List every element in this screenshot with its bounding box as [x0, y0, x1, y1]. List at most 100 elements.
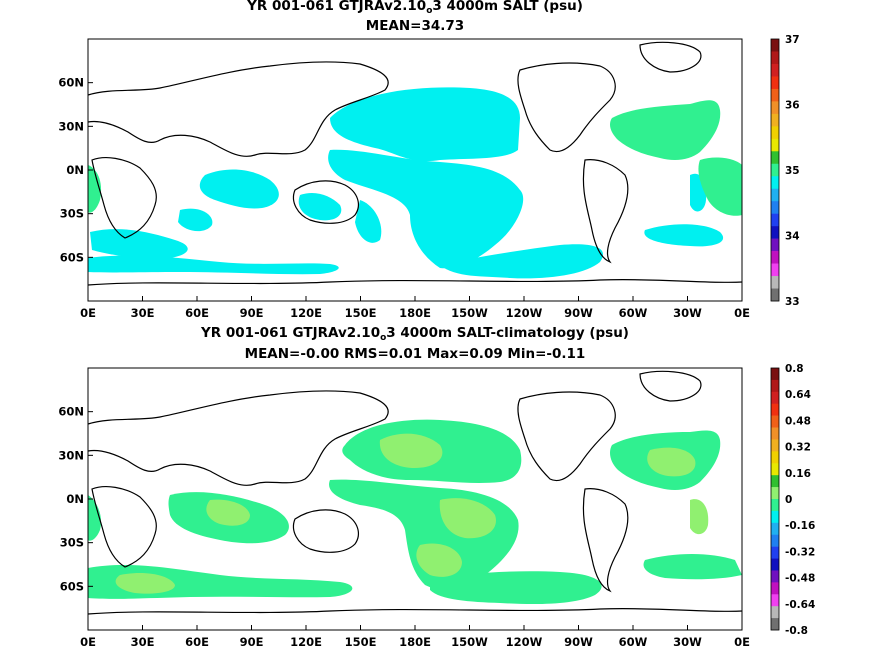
lon-tick-label: 0E [80, 635, 96, 649]
colorbar-swatch [771, 379, 779, 393]
colorbar-swatch [771, 288, 779, 302]
colorbar-label: 0.8 [785, 363, 804, 375]
lon-tick-label: 30W [673, 306, 702, 320]
colorbar-swatch [771, 415, 779, 428]
bottom-coast-africa [91, 486, 157, 568]
top-salinity-fills-mint [88, 100, 742, 216]
colorbar-frame [770, 38, 780, 302]
lon-tick-label: 0E [80, 306, 96, 320]
top-fill-african-coast [88, 165, 102, 213]
lat-tick-label: 60N [58, 405, 84, 419]
colorbar-swatch [771, 475, 779, 488]
colorbar-swatch [771, 391, 779, 405]
top-coast-north-america [517, 62, 616, 153]
top-colorbar: 37 36 35 34 33 [770, 34, 800, 308]
top-coast-eurasia [87, 61, 389, 157]
bottom-fill-african-coast [88, 495, 102, 541]
colorbar-swatch [771, 499, 779, 512]
lon-tick-label: 60W [619, 306, 648, 320]
lon-tick-label: 30E [131, 635, 155, 649]
bottom-latitude-labels: 60N 30N 0N 30S 60S [58, 405, 93, 593]
lat-tick-label: 60N [58, 76, 84, 90]
colorbar-swatch [771, 594, 779, 607]
colorbar-label: 36 [785, 100, 800, 112]
lat-tick-label: 60S [60, 250, 84, 264]
lon-tick-label: 120E [290, 306, 322, 320]
bottom-fill-np-patch [379, 433, 443, 468]
bottom-fill-south-pacific [430, 571, 602, 605]
top-coast-antarctica [87, 278, 743, 286]
colorbar-swatch [771, 251, 779, 264]
colorbar-swatch [771, 606, 779, 619]
bottom-coast-eurasia [87, 390, 389, 486]
colorbar-swatch [771, 403, 779, 416]
top-fill-indian-ocean [199, 169, 279, 209]
colorbar-label: -0.8 [785, 625, 808, 637]
colorbar-swatch [771, 510, 779, 524]
bottom-map-panel: 60N 30N 0N 30S 60S 0E 30E 60E 90E 120E 150E 180E 15… [58, 363, 815, 649]
colorbar-swatch [771, 463, 779, 476]
lat-tick-label: 0N [66, 163, 84, 177]
bottom-longitude-labels: 0E 30E 60E 90E 120E 150E 180E 150W 120W 90W 60W 30W… [80, 625, 750, 649]
colorbar-swatch [771, 76, 779, 90]
colorbar-swatch [771, 570, 779, 583]
colorbar-swatch [771, 582, 779, 595]
colorbar-label: -0.48 [785, 573, 815, 585]
top-fill-south-pacific-east [440, 244, 604, 279]
colorbar-swatch [771, 427, 779, 440]
lon-tick-label: 150E [345, 635, 377, 649]
colorbar-swatch [771, 138, 779, 152]
colorbar-swatch [771, 88, 779, 102]
top-coast-greenland [639, 41, 702, 73]
colorbar-swatch [771, 487, 779, 500]
top-fill-southern-band [88, 255, 339, 275]
bottom-coastlines [87, 370, 743, 615]
colorbar-swatch [771, 439, 779, 452]
colorbar-swatch [771, 176, 779, 190]
top-fill-north-pacific [330, 87, 520, 162]
colorbar-swatch [771, 546, 779, 559]
colorbar-label: -0.16 [785, 520, 815, 532]
colorbar-swatch [771, 101, 779, 115]
colorbar-swatch [771, 226, 779, 239]
lon-tick-label: 150W [451, 635, 488, 649]
top-coastlines [87, 41, 743, 286]
bottom-coast-north-america [517, 391, 616, 482]
top-fill-east-atlantic [698, 157, 742, 216]
colorbar-label: 35 [785, 165, 800, 177]
colorbar-frame [770, 367, 780, 631]
colorbar-swatch [771, 63, 779, 77]
top-fill-australia-south [298, 193, 342, 221]
colorbar-swatch [771, 263, 779, 277]
top-latitude-labels: 60N 30N 0N 30S 60S [58, 76, 93, 264]
colorbar-label: 34 [785, 231, 800, 243]
colorbar-swatch [771, 163, 779, 177]
lon-tick-label: 0E [734, 635, 750, 649]
colorbar-label: 0 [785, 494, 792, 506]
lon-tick-label: 120W [506, 635, 543, 649]
top-longitude-labels: 0E 30E 60E 90E 120E 150E 180E 150W 120W 90W 60W 30W… [80, 296, 750, 320]
colorbar-label: 0.48 [785, 415, 811, 427]
bottom-fill-southern-patch [115, 573, 175, 594]
bottom-fill-cp-patch-2 [416, 543, 462, 577]
bottom-fill-atlantic-patch [647, 447, 696, 477]
lon-tick-label: 90E [240, 306, 264, 320]
colorbar-swatch [771, 276, 779, 289]
top-map-panel: 60N 30N 0N 30S 60S 0E 30E 60E 90E 120E 150E 180E 15… [58, 34, 799, 320]
top-fill-central-pacific [328, 149, 524, 269]
colorbar-label: 33 [785, 296, 800, 308]
lon-tick-label: 60E [185, 306, 209, 320]
bottom-coast-antarctica [87, 607, 743, 615]
colorbar-swatch [771, 618, 779, 631]
colorbar-swatch [771, 201, 779, 214]
colorbar-label: 0.32 [785, 442, 811, 454]
lon-tick-label: 90E [240, 635, 264, 649]
colorbar-swatch [771, 113, 779, 127]
lon-tick-label: 120W [506, 306, 543, 320]
bottom-fill-cp-patch [439, 498, 496, 539]
colorbar-label: 0.16 [785, 468, 811, 480]
lat-tick-label: 60S [60, 579, 84, 593]
colorbar-swatch [771, 51, 779, 65]
colorbar-swatch [771, 39, 779, 52]
